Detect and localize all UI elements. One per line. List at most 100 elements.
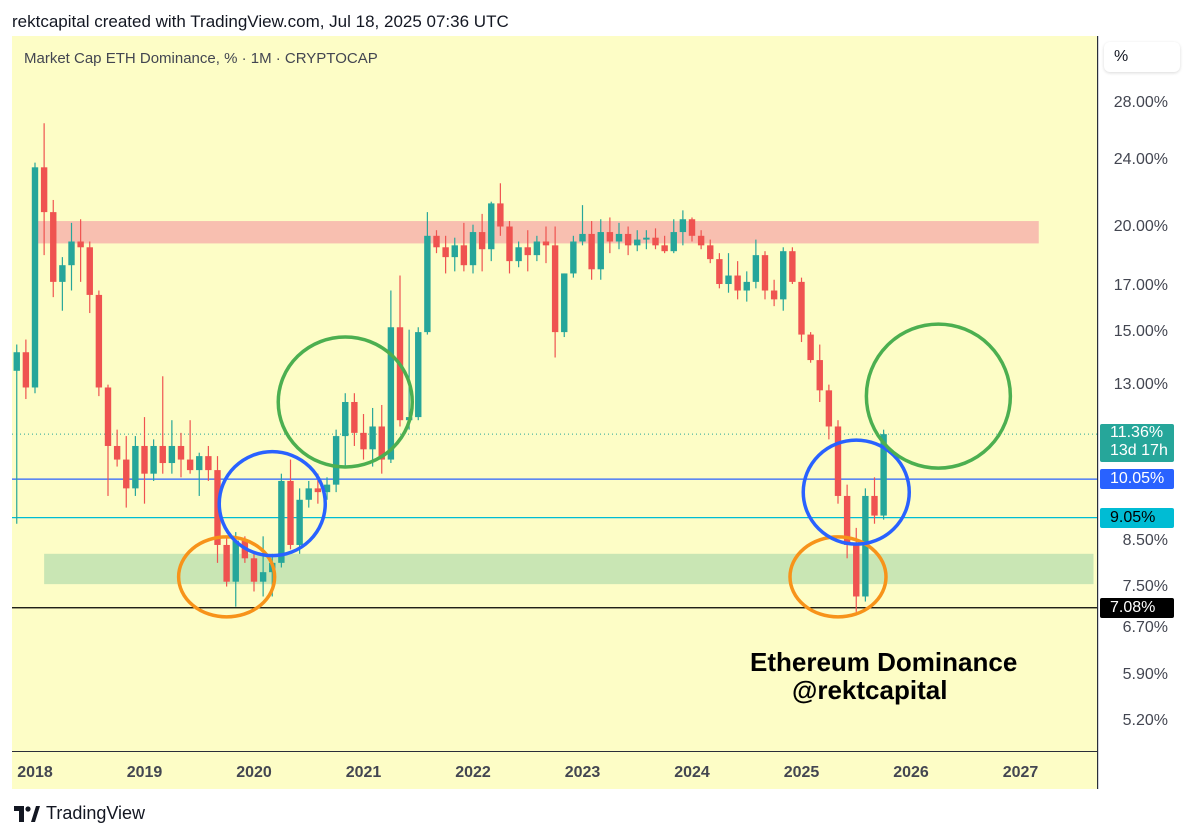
candle-body [871,495,878,516]
candle-body [825,390,833,427]
candle-body [442,247,449,258]
candle-body [743,281,750,291]
time-tick-label: 2021 [345,764,382,781]
candle-body [679,219,687,233]
time-tick-label: 2025 [783,764,820,781]
price-tick-label: 6.70% [1122,618,1168,636]
candle-body [570,241,577,274]
watermark-title: Ethereum Dominance [750,647,1018,677]
candle-body [259,572,267,582]
candle-body [469,232,477,266]
time-tick-label: 2022 [455,764,491,781]
candle-body [360,432,367,450]
candle-body [369,426,376,450]
chart-watermark: Ethereum Dominance @rektcapital [750,648,1017,704]
time-tick-label: 2026 [893,764,929,781]
candle-body [451,245,458,258]
price-badge: 7.08% [1100,597,1174,618]
price-axis[interactable] [1098,36,1189,789]
chart-area[interactable] [12,36,1098,789]
candle-body [415,332,422,418]
candle-body [880,434,887,516]
candle-body [77,241,84,248]
candle-body [661,245,668,252]
time-tick-label: 2018 [17,764,53,781]
price-tick-label: 13.00% [1113,375,1168,393]
candle-body [314,488,322,493]
price-tick-label: 20.00% [1113,217,1168,235]
support-zone [44,553,1094,585]
candle-body [396,327,404,421]
candle-body [387,327,395,460]
candle-body [150,445,157,474]
candle-body [643,237,650,240]
candle-body [168,445,176,464]
candle-body [533,241,541,256]
candle-body [424,235,431,333]
price-badge-countdown: 13d 17h [1110,442,1168,460]
candle-body [50,212,57,282]
candle-body [497,203,504,227]
chart-header: rektcapital created with TradingView.com… [12,12,509,31]
candle-body [716,259,723,285]
time-axis-line [12,751,1098,752]
candle-body [332,436,340,485]
candle-body [707,245,714,260]
symbol-label: Market Cap ETH Dominance, % · 1M · CRYPT… [24,50,378,67]
candle-body [789,251,796,282]
candle-body [524,247,531,256]
price-tick-label: 5.90% [1122,665,1168,683]
candle-body [515,247,522,262]
candle-body [342,401,349,437]
time-tick-label: 2024 [674,764,710,781]
candle-body [433,235,440,248]
footer-brand-label: TradingView [46,803,146,823]
candle-body [834,426,842,496]
candle-body [123,459,130,489]
candle-body [798,281,805,335]
price-tick-label: 15.00% [1113,323,1168,341]
footer-brand[interactable]: TradingView [14,803,145,824]
candle-body [141,445,148,474]
candle-body [725,275,732,285]
candle-body [287,480,294,545]
candle-body [761,255,769,291]
candle-body [351,401,358,433]
candle-body [68,241,75,266]
candle-body [13,352,20,371]
candle-body [606,232,614,242]
candle-body [378,426,385,460]
candle-body [40,167,48,213]
candle-body [159,445,166,464]
candle-body [205,456,212,471]
price-badge: 10.05% [1100,469,1174,490]
candle-body [196,456,203,471]
candle-body [186,459,194,471]
price-tick-label: 8.50% [1122,531,1168,549]
candle-body [478,232,486,250]
candle-body [232,540,239,582]
green-circle-annotation [276,335,414,469]
candle-body [688,219,696,236]
candle-body [670,232,677,252]
time-tick-label: 2023 [564,764,601,781]
candle-body [31,167,39,388]
candle-body [862,495,869,597]
candle-body [296,499,303,545]
time-tick-label: 2019 [126,764,163,781]
orange-circle-annotation [788,535,888,619]
candle-body [816,360,823,391]
price-badge-value: 7.08% [1110,598,1156,616]
candle-body [323,484,331,493]
candle-body [579,233,586,242]
percent-scale-button[interactable]: % [1104,42,1180,72]
candle-body [853,544,860,597]
candle-body [460,245,468,266]
candle-body [86,247,93,295]
candle-body [551,245,559,333]
price-badge-value: 9.05% [1110,508,1156,526]
price-tick-label: 24.00% [1113,150,1168,168]
green-circle-annotation [864,322,1013,470]
candle-body [305,488,312,500]
